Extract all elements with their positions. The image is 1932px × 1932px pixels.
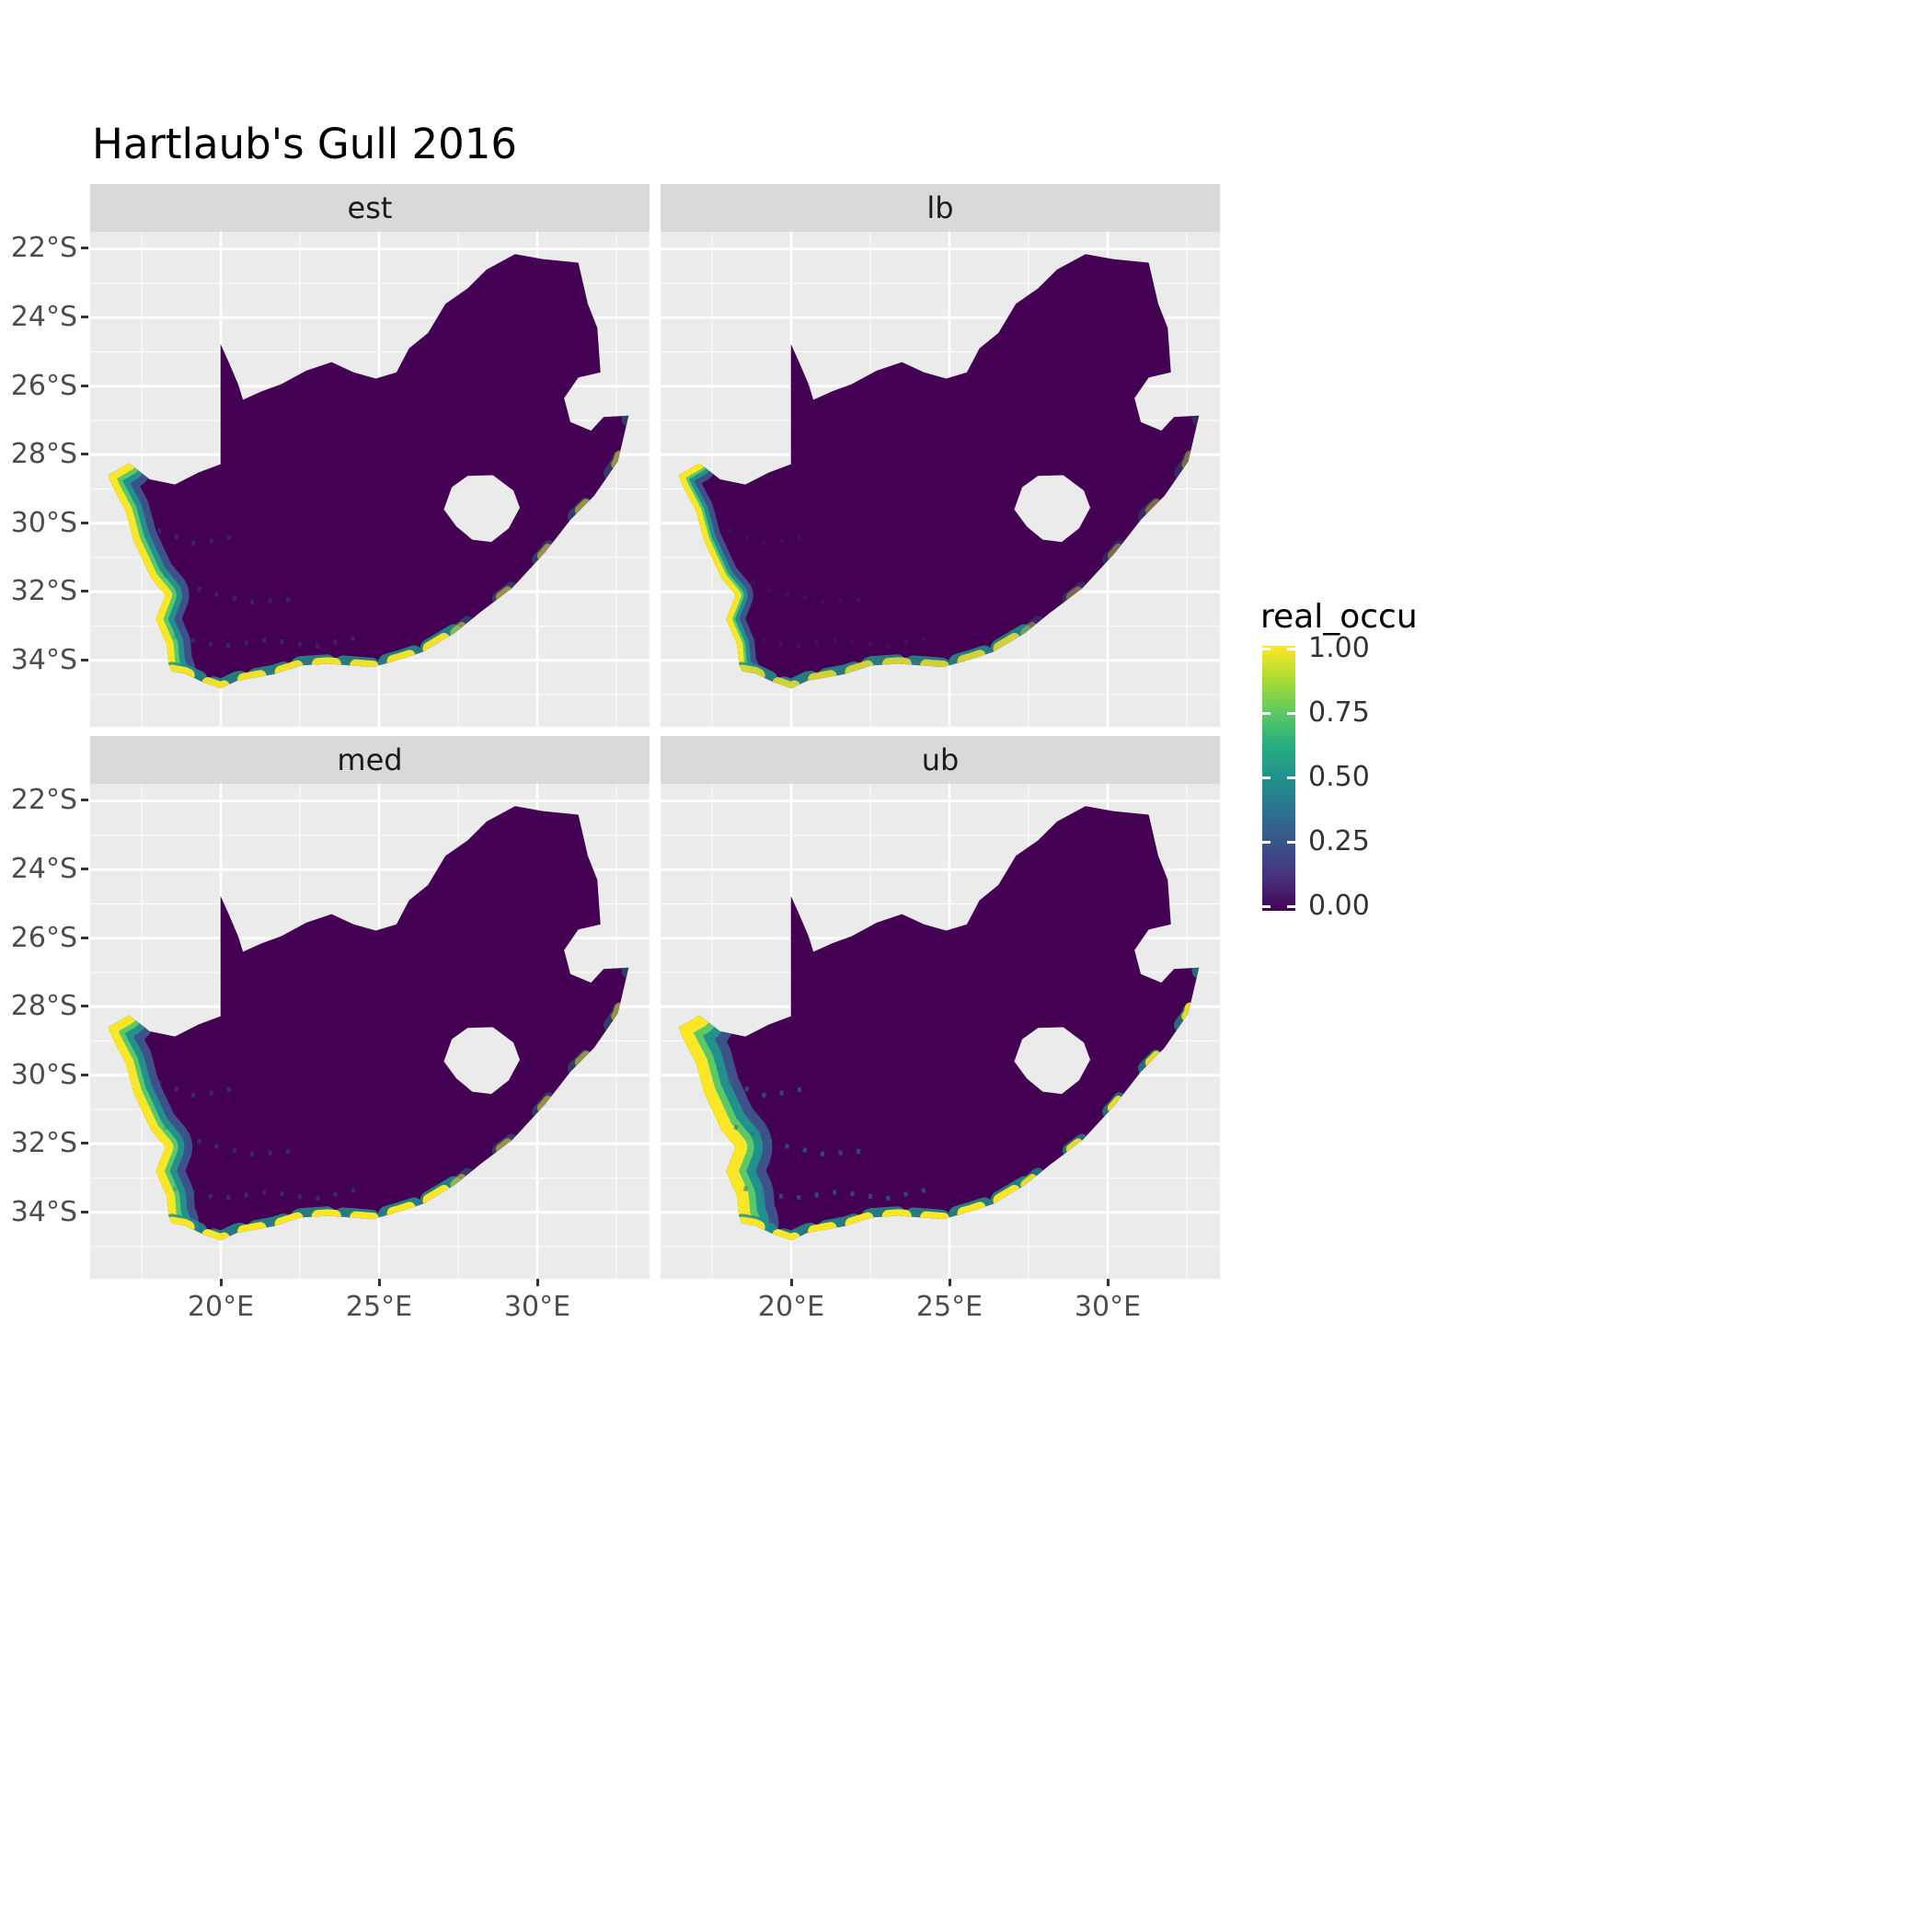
axis-tick: [81, 453, 88, 455]
axis-tick: [81, 1005, 88, 1007]
facet-strip-lb: lb: [661, 184, 1220, 232]
legend-tick-label: 0.50: [1308, 761, 1370, 793]
axis-tick: [81, 659, 88, 661]
y-axis-tick-label: 22°S: [10, 232, 77, 264]
colorbar-tick: [1287, 776, 1295, 779]
y-axis-tick-label: 26°S: [10, 370, 77, 402]
colorbar-tick: [1287, 648, 1295, 650]
axis-tick: [378, 1279, 381, 1286]
facet-panel-lb: [661, 232, 1220, 727]
south-africa-region: [678, 254, 1200, 689]
axis-tick: [81, 1211, 88, 1213]
lesotho-hole: [1014, 1027, 1091, 1095]
y-axis-tick-label: 30°S: [10, 1059, 77, 1091]
axis-tick: [220, 1279, 223, 1286]
colorbar-tick: [1262, 776, 1271, 779]
y-axis-tick-label: 28°S: [10, 990, 77, 1022]
lesotho-hole: [1014, 475, 1091, 543]
axis-tick: [81, 522, 88, 524]
axis-tick: [1107, 1279, 1110, 1286]
y-axis-tick-label: 28°S: [10, 438, 77, 470]
x-axis-tick-label: 30°E: [1074, 1291, 1142, 1323]
axis-tick: [536, 1279, 539, 1286]
axis-tick: [81, 799, 88, 801]
facet-strip-label: med: [337, 742, 403, 777]
legend-tick-label: 0.00: [1308, 890, 1370, 922]
facet-strip-ub: ub: [661, 736, 1220, 784]
south-africa-region: [678, 806, 1200, 1241]
legend-tick-label: 0.75: [1308, 696, 1370, 729]
legend-tick-label: 0.25: [1308, 825, 1370, 857]
y-axis-tick-label: 26°S: [10, 922, 77, 954]
facet-panel-ub: [661, 784, 1220, 1279]
y-axis-tick-label: 32°S: [10, 1127, 77, 1159]
axis-tick: [81, 316, 88, 318]
x-axis-tick-label: 30°E: [503, 1291, 571, 1323]
y-axis-tick-label: 30°S: [10, 507, 77, 539]
south-africa-map: [90, 232, 650, 727]
facet-panel-est: [90, 232, 650, 727]
axis-tick: [81, 868, 88, 870]
axis-tick: [949, 1279, 951, 1286]
y-axis-tick-label: 34°S: [10, 1196, 77, 1228]
facet-strip-label: est: [347, 190, 393, 225]
south-africa-map: [661, 784, 1220, 1279]
south-africa-region: [108, 254, 629, 689]
axis-tick: [81, 1074, 88, 1076]
colorbar-tick: [1287, 841, 1295, 844]
facet-strip-label: ub: [921, 742, 960, 777]
axis-tick: [81, 1142, 88, 1144]
axis-tick: [790, 1279, 793, 1286]
axis-tick: [81, 937, 88, 939]
y-axis-tick-label: 34°S: [10, 644, 77, 676]
colorbar-tick: [1262, 712, 1271, 715]
axis-tick: [81, 590, 88, 592]
facet-strip-est: est: [90, 184, 650, 232]
colorbar-tick: [1262, 841, 1271, 844]
y-axis-tick-label: 32°S: [10, 575, 77, 607]
x-axis-tick-label: 20°E: [757, 1291, 825, 1323]
axis-tick: [81, 247, 88, 249]
south-africa-region: [108, 806, 629, 1241]
x-axis-tick-label: 20°E: [187, 1291, 255, 1323]
colorbar-tick: [1262, 905, 1271, 908]
colorbar-tick: [1287, 712, 1295, 715]
y-axis-tick-label: 24°S: [10, 853, 77, 885]
facet-strip-label: lb: [926, 190, 954, 225]
legend-title: real_occu: [1260, 598, 1418, 636]
lesotho-hole: [443, 1027, 521, 1095]
axis-tick: [81, 385, 88, 387]
south-africa-map: [661, 232, 1220, 727]
lesotho-hole: [443, 475, 521, 543]
legend-tick-label: 1.00: [1308, 632, 1370, 664]
x-axis-tick-label: 25°E: [915, 1291, 983, 1323]
x-axis-tick-label: 25°E: [345, 1291, 413, 1323]
y-axis-tick-label: 24°S: [10, 301, 77, 333]
y-axis-tick-label: 22°S: [10, 784, 77, 816]
facet-panel-med: [90, 784, 650, 1279]
colorbar-tick: [1262, 648, 1271, 650]
colorbar-tick: [1287, 905, 1295, 908]
facet-strip-med: med: [90, 736, 650, 784]
south-africa-map: [90, 784, 650, 1279]
plot-title: Hartlaub's Gull 2016: [92, 120, 518, 168]
